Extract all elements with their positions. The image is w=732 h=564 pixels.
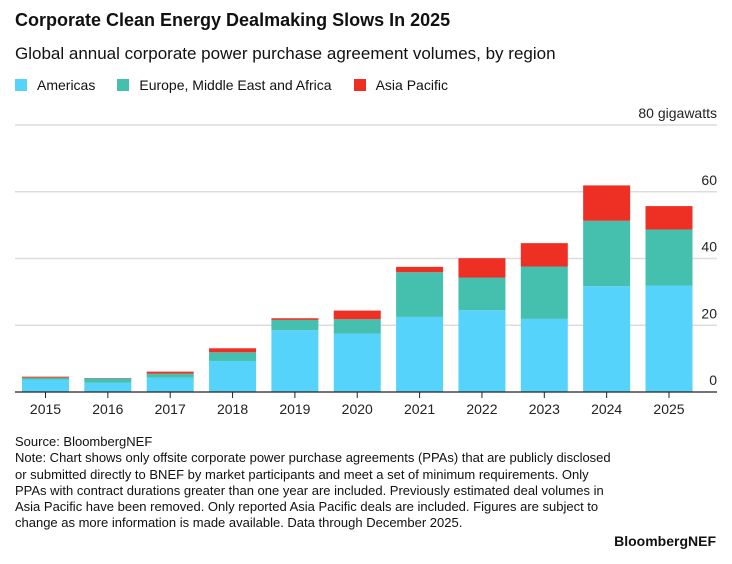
y-tick-label: 40 [701, 239, 717, 255]
y-tick-label: 80 gigawatts [638, 105, 717, 121]
bar-segment [333, 319, 381, 334]
legend-label: Americas [37, 77, 96, 93]
bar-segment [583, 286, 631, 392]
note-text: Note: Chart shows only offsite corporate… [15, 450, 611, 531]
x-tick-label: 2021 [404, 401, 435, 417]
brand-logo: BloombergNEF [614, 533, 716, 549]
bar-segment [209, 352, 257, 361]
bar-segment [22, 376, 69, 378]
chart-subtitle: Global annual corporate power purchase a… [15, 44, 556, 63]
chart-title: Corporate Clean Energy Dealmaking Slows … [15, 10, 451, 30]
bar-segment [396, 272, 444, 317]
bar-segment [396, 266, 444, 273]
x-tick-label: 2024 [591, 401, 622, 417]
legend-label: Europe, Middle East and Africa [139, 77, 332, 93]
bar-segment [520, 318, 568, 392]
x-tick-label: 2019 [279, 401, 310, 417]
legend-swatch [353, 79, 366, 91]
legend-item-emea: Europe, Middle East and Africa [117, 77, 332, 93]
legend-label: Asia Pacific [375, 77, 448, 93]
bar-segment [84, 382, 132, 392]
x-tick-label: 2020 [342, 401, 373, 417]
legend-swatch [117, 79, 130, 91]
x-tick-label: 2018 [217, 401, 248, 417]
bar-segment [146, 371, 194, 374]
x-tick-label: 2023 [529, 401, 560, 417]
bar-segment [22, 379, 69, 392]
bar-segment [396, 316, 444, 392]
bar-segment [458, 258, 506, 278]
x-tick-label: 2017 [155, 401, 186, 417]
bar-chart: 0 20 40 60 80 gigawatts 2015 2016 2017 2018 2019 2… [15, 105, 717, 417]
x-tick-label: 2025 [653, 401, 684, 417]
bar-segment [520, 243, 568, 267]
bar-segment [458, 310, 506, 392]
bar-segment [209, 348, 257, 353]
bar-segment [333, 310, 381, 320]
y-tick-label: 20 [701, 305, 717, 321]
bar-segment [84, 378, 132, 383]
y-tick-label: 60 [701, 172, 717, 188]
bar-segment [146, 373, 194, 378]
bar-segment [583, 220, 631, 287]
bar-segment [271, 319, 319, 331]
bar-segment [146, 377, 194, 392]
bar-segment [645, 206, 693, 230]
bar-segment [209, 360, 257, 392]
source-text: Source: BloombergNEF [15, 434, 153, 449]
bar-segment [645, 229, 693, 286]
bar-segment [645, 285, 693, 392]
bar-segment [458, 277, 506, 311]
x-tick-label: 2016 [92, 401, 123, 417]
bar-segment [333, 333, 381, 392]
footnotes: Source: BloombergNEF Note: Chart shows o… [15, 434, 615, 532]
legend-swatch [15, 79, 27, 91]
bar-segment [271, 318, 319, 320]
bar-segment [22, 377, 69, 380]
x-tick-label: 2015 [30, 401, 61, 417]
y-tick-label: 0 [709, 372, 717, 388]
bar-segment [583, 185, 631, 221]
x-tick-label: 2022 [466, 401, 497, 417]
bar-segment [271, 330, 319, 392]
legend: Americas Europe, Middle East and Africa … [15, 77, 448, 93]
legend-item-apac: Asia Pacific [353, 77, 448, 93]
legend-item-americas: Americas [15, 77, 95, 93]
bar-segment [520, 266, 568, 319]
